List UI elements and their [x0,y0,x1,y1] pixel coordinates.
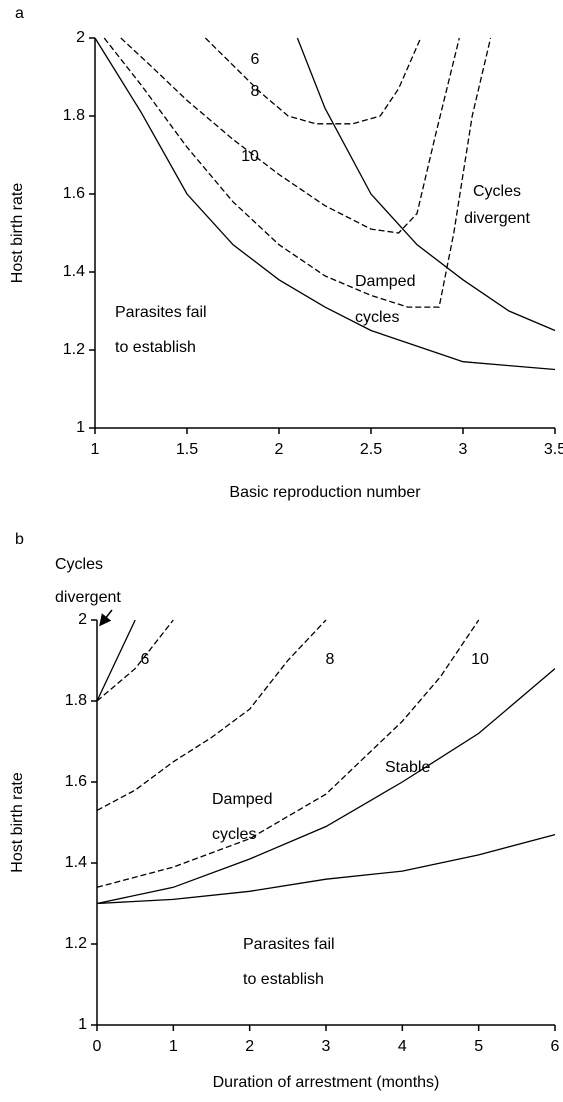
dashed-curve [96,619,480,888]
annotation: Damped [355,273,415,290]
y-tick-label: 1.6 [65,773,87,790]
x-axis-label: Basic reproduction number [229,484,421,501]
dashed-curve [120,37,460,234]
x-tick-label: 1.5 [176,441,198,458]
annotation: divergent [55,589,121,606]
solid-curve [96,833,556,905]
curve-label: 10 [241,148,259,165]
y-tick-label: 1 [78,1016,87,1033]
y-tick-label: 1.8 [63,107,85,124]
solid-curve [96,668,556,905]
solid-curve [96,619,136,702]
solid-curve [94,37,556,371]
curve-label: 10 [471,651,489,668]
dashed-curve [103,37,492,308]
panel-label: b [15,531,24,548]
y-tick-label: 1.8 [65,692,87,709]
y-axis-label: Host birth rate [9,183,26,284]
x-axis-label: Duration of arrestment (months) [213,1074,440,1091]
annotation: Cycles [55,556,103,573]
y-tick-label: 1.2 [65,935,87,952]
x-tick-label: 4 [398,1038,407,1055]
curve-label: 8 [251,83,260,100]
x-tick-label: 1 [91,441,100,458]
annotation: to establish [115,339,196,356]
x-tick-label: 3.5 [544,441,563,458]
x-tick-label: 2.5 [360,441,382,458]
annotation: divergent [464,210,530,227]
y-tick-label: 2 [78,611,87,628]
y-tick-label: 1 [76,419,85,436]
x-tick-label: 1 [169,1038,178,1055]
y-tick-label: 2 [76,29,85,46]
x-tick-label: 6 [551,1038,560,1055]
curve-label: 6 [141,651,150,668]
curve-label: 8 [326,651,335,668]
annotation: cycles [355,309,399,326]
annotation: cycles [212,826,256,843]
x-tick-label: 3 [322,1038,331,1055]
dashed-curve [96,619,327,811]
annotation: Parasites fail [243,936,335,953]
x-tick-label: 2 [245,1038,254,1055]
annotation: Stable [385,759,430,776]
x-tick-label: 0 [93,1038,102,1055]
annotation-arrow [99,609,113,627]
curve-label: 6 [251,51,260,68]
panel-label: a [15,5,24,22]
y-axis-label: Host birth rate [9,772,26,873]
annotation: Cycles [473,183,521,200]
dashed-curve [96,619,174,702]
x-tick-label: 5 [474,1038,483,1055]
y-tick-label: 1.4 [63,263,85,280]
y-tick-label: 1.6 [63,185,85,202]
x-tick-label: 3 [459,441,468,458]
dashed-curve [204,37,422,125]
y-tick-label: 1.2 [63,341,85,358]
solid-curve [296,37,556,332]
annotation: Parasites fail [115,304,207,321]
y-tick-label: 1.4 [65,854,87,871]
annotation: to establish [243,971,324,988]
annotation: Damped [212,791,272,808]
x-tick-label: 2 [275,441,284,458]
